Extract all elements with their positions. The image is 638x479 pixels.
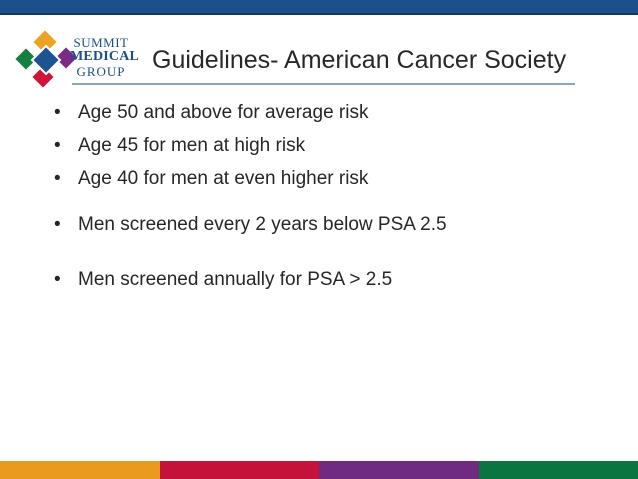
bullet-list: • Age 50 and above for average risk • Ag… <box>54 96 622 296</box>
logo-text-group: GROUP <box>76 64 126 79</box>
logo-text-summit: SUMMIT <box>73 35 129 50</box>
logo-text-medical: MEDICAL <box>70 49 140 64</box>
summit-medical-group-logo: SUMMIT MEDICAL GROUP <box>70 35 140 79</box>
footer-bar-green <box>478 461 638 479</box>
diamond-green <box>12 45 40 73</box>
footer-bar-purple <box>319 461 479 479</box>
diamond-purple <box>52 44 80 72</box>
footer-bar-orange <box>0 461 160 479</box>
page-title: Guidelines- American Cancer Society <box>152 46 567 74</box>
bullet-marker: • <box>54 268 61 290</box>
bullet-item: • Age 45 for men at high risk <box>54 129 622 162</box>
top-accent-bar <box>0 0 638 15</box>
bullet-text: Age 40 for men at even higher risk <box>78 167 369 189</box>
diamond-blue <box>30 44 62 76</box>
footer-color-bars <box>0 461 638 479</box>
bullet-item: • Age 50 and above for average risk <box>54 96 622 129</box>
bullet-item: • Age 40 for men at even higher risk <box>54 162 622 195</box>
title-underline <box>72 83 575 85</box>
bullet-marker: • <box>54 213 61 235</box>
diamond-cluster-icon <box>12 27 80 91</box>
bullet-text: Age 45 for men at high risk <box>78 134 306 156</box>
footer-bar-crimson <box>159 461 319 479</box>
bullet-text: Age 50 and above for average risk <box>78 101 369 123</box>
bullet-text: Men screened every 2 years below PSA 2.5 <box>78 213 447 235</box>
bullet-item: • Men screened every 2 years below PSA 2… <box>54 208 622 241</box>
bullet-marker: • <box>54 101 61 123</box>
bullet-text: Men screened annually for PSA > 2.5 <box>78 268 393 290</box>
bullet-item: • Men screened annually for PSA > 2.5 <box>54 263 622 296</box>
bullet-marker: • <box>54 167 61 189</box>
bullet-marker: • <box>54 134 61 156</box>
